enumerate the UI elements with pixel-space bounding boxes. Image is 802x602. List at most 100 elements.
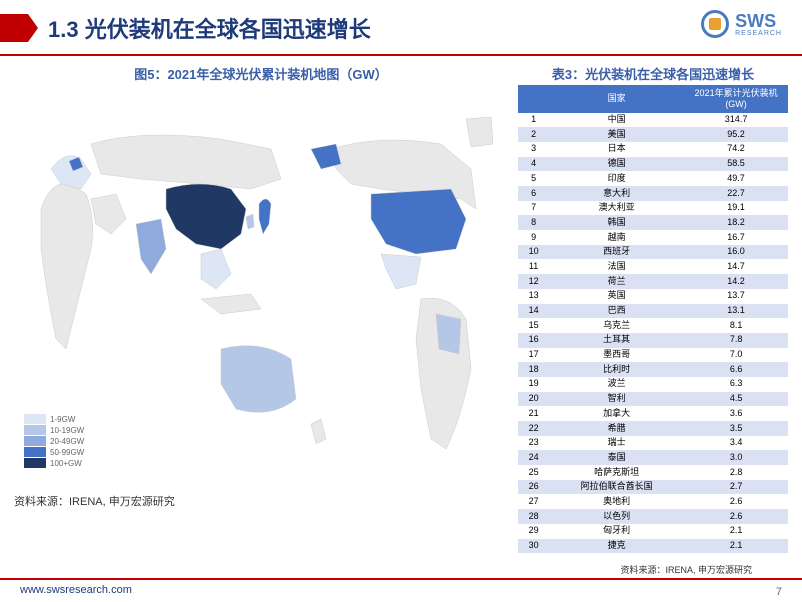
table-cell: 3.6: [684, 406, 788, 421]
world-map: 1-9GW10-19GW20-49GW50-99GW100+GW: [14, 89, 508, 489]
table-row: 16土耳其7.8: [518, 333, 788, 348]
figure-title: 图5：2021年全球光伏累计装机地图（GW）: [14, 64, 508, 83]
table-cell: 20: [518, 392, 549, 407]
table-header: 国家2021年累计光伏装机(GW): [518, 85, 788, 113]
table-cell: 17: [518, 348, 549, 363]
page-title: 1.3 光伏装机在全球各国迅速增长: [48, 12, 371, 44]
table-cell: 哈萨克斯坦: [549, 465, 684, 480]
table-row: 4德国58.5: [518, 157, 788, 172]
table-row: 14巴西13.1: [518, 304, 788, 319]
table-cell: 3.4: [684, 436, 788, 451]
table-cell: 95.2: [684, 127, 788, 142]
legend-swatch: [24, 414, 46, 424]
page-header: 1.3 光伏装机在全球各国迅速增长 SWS RESEARCH: [0, 0, 802, 52]
table-row: 22希腊3.5: [518, 421, 788, 436]
table-row: 20智利4.5: [518, 392, 788, 407]
table-cell: 7.8: [684, 333, 788, 348]
table-cell: 12: [518, 274, 549, 289]
table-cell: 23: [518, 436, 549, 451]
table-cell: 1: [518, 113, 549, 128]
legend-swatch: [24, 458, 46, 468]
table-cell: 22: [518, 421, 549, 436]
table-cell: 2: [518, 127, 549, 142]
table-cell: 6: [518, 186, 549, 201]
table-cell: 4: [518, 157, 549, 172]
table-cell: 58.5: [684, 157, 788, 172]
table-cell: 14.7: [684, 259, 788, 274]
table-cell: 3.0: [684, 450, 788, 465]
legend-label: 10-19GW: [50, 426, 84, 435]
table-cell: 2.7: [684, 480, 788, 495]
table-cell: 2.6: [684, 494, 788, 509]
table-cell: 希腊: [549, 421, 684, 436]
table-cell: 泰国: [549, 450, 684, 465]
content-area: 图5：2021年全球光伏累计装机地图（GW）: [0, 56, 802, 553]
table-cell: 13.7: [684, 289, 788, 304]
map-mexico: [381, 254, 421, 289]
table-title: 表3：光伏装机在全球各国迅速增长: [518, 64, 788, 83]
table-cell: 11: [518, 259, 549, 274]
table-cell: 3: [518, 142, 549, 157]
map-russia: [91, 135, 281, 189]
table-row: 2美国95.2: [518, 127, 788, 142]
legend-row: 20-49GW: [24, 436, 84, 446]
map-china: [166, 184, 246, 249]
table-cell: 阿拉伯联合酋长国: [549, 480, 684, 495]
table-cell: 韩国: [549, 215, 684, 230]
table-cell: 6.3: [684, 377, 788, 392]
table-cell: 18.2: [684, 215, 788, 230]
figure-panel: 图5：2021年全球光伏累计装机地图（GW）: [14, 64, 508, 553]
table-panel: 表3：光伏装机在全球各国迅速增长 国家2021年累计光伏装机(GW) 1中国3 1…: [518, 64, 788, 553]
map-svg: [14, 89, 508, 489]
table-cell: 16.0: [684, 245, 788, 260]
map-mideast: [91, 194, 126, 234]
legend-row: 50-99GW: [24, 447, 84, 457]
page-footer: www.swsresearch.com 7: [0, 578, 802, 602]
legend-row: 10-19GW: [24, 425, 84, 435]
legend-label: 1-9GW: [50, 415, 75, 424]
red-tab-decoration: [0, 14, 28, 42]
table-cell: 10: [518, 245, 549, 260]
table-cell: 4.5: [684, 392, 788, 407]
table-cell: 24: [518, 450, 549, 465]
table-row: 29匈牙利2.1: [518, 524, 788, 539]
table-cell: 中国: [549, 113, 684, 128]
table-cell: 3.5: [684, 421, 788, 436]
table-cell: 英国: [549, 289, 684, 304]
legend-swatch: [24, 436, 46, 446]
table-cell: 13: [518, 289, 549, 304]
table-cell: 荷兰: [549, 274, 684, 289]
map-brazil: [436, 314, 461, 354]
table-cell: 德国: [549, 157, 684, 172]
table-source: 资料来源：IRENA, 申万宏源研究: [620, 563, 752, 576]
table-cell: 巴西: [549, 304, 684, 319]
map-legend: 1-9GW10-19GW20-49GW50-99GW100+GW: [24, 414, 84, 469]
pv-capacity-table: 国家2021年累计光伏装机(GW) 1中国3 14.7 2美国95.23日本74.2…: [518, 85, 788, 553]
table-cell: 印度: [549, 171, 684, 186]
table-cell: 14: [518, 304, 549, 319]
table-row: 26阿拉伯联合酋长国2.7: [518, 480, 788, 495]
map-korea: [246, 214, 254, 229]
table-cell: 比利时: [549, 362, 684, 377]
table-cell: 25: [518, 465, 549, 480]
table-cell: 8.1: [684, 318, 788, 333]
map-seasia: [201, 249, 231, 289]
table-row: 12荷兰14.2: [518, 274, 788, 289]
logo-icon: [701, 10, 729, 38]
map-australia: [221, 346, 296, 413]
table-cell: 波兰: [549, 377, 684, 392]
table-row: 3日本74.2: [518, 142, 788, 157]
table-column-header: 2021年累计光伏装机(GW): [684, 85, 788, 113]
table-cell: 9: [518, 230, 549, 245]
table-cell: 27: [518, 494, 549, 509]
sws-logo: SWS RESEARCH: [701, 10, 782, 38]
table-cell: 19.1: [684, 201, 788, 216]
table-cell: 29: [518, 524, 549, 539]
table-cell: 美国: [549, 127, 684, 142]
table-row: 17墨西哥7.0: [518, 348, 788, 363]
table-cell: 法国: [549, 259, 684, 274]
table-cell: 西班牙: [549, 245, 684, 260]
table-cell: 越南: [549, 230, 684, 245]
table-cell: 日本: [549, 142, 684, 157]
table-cell: 5: [518, 171, 549, 186]
